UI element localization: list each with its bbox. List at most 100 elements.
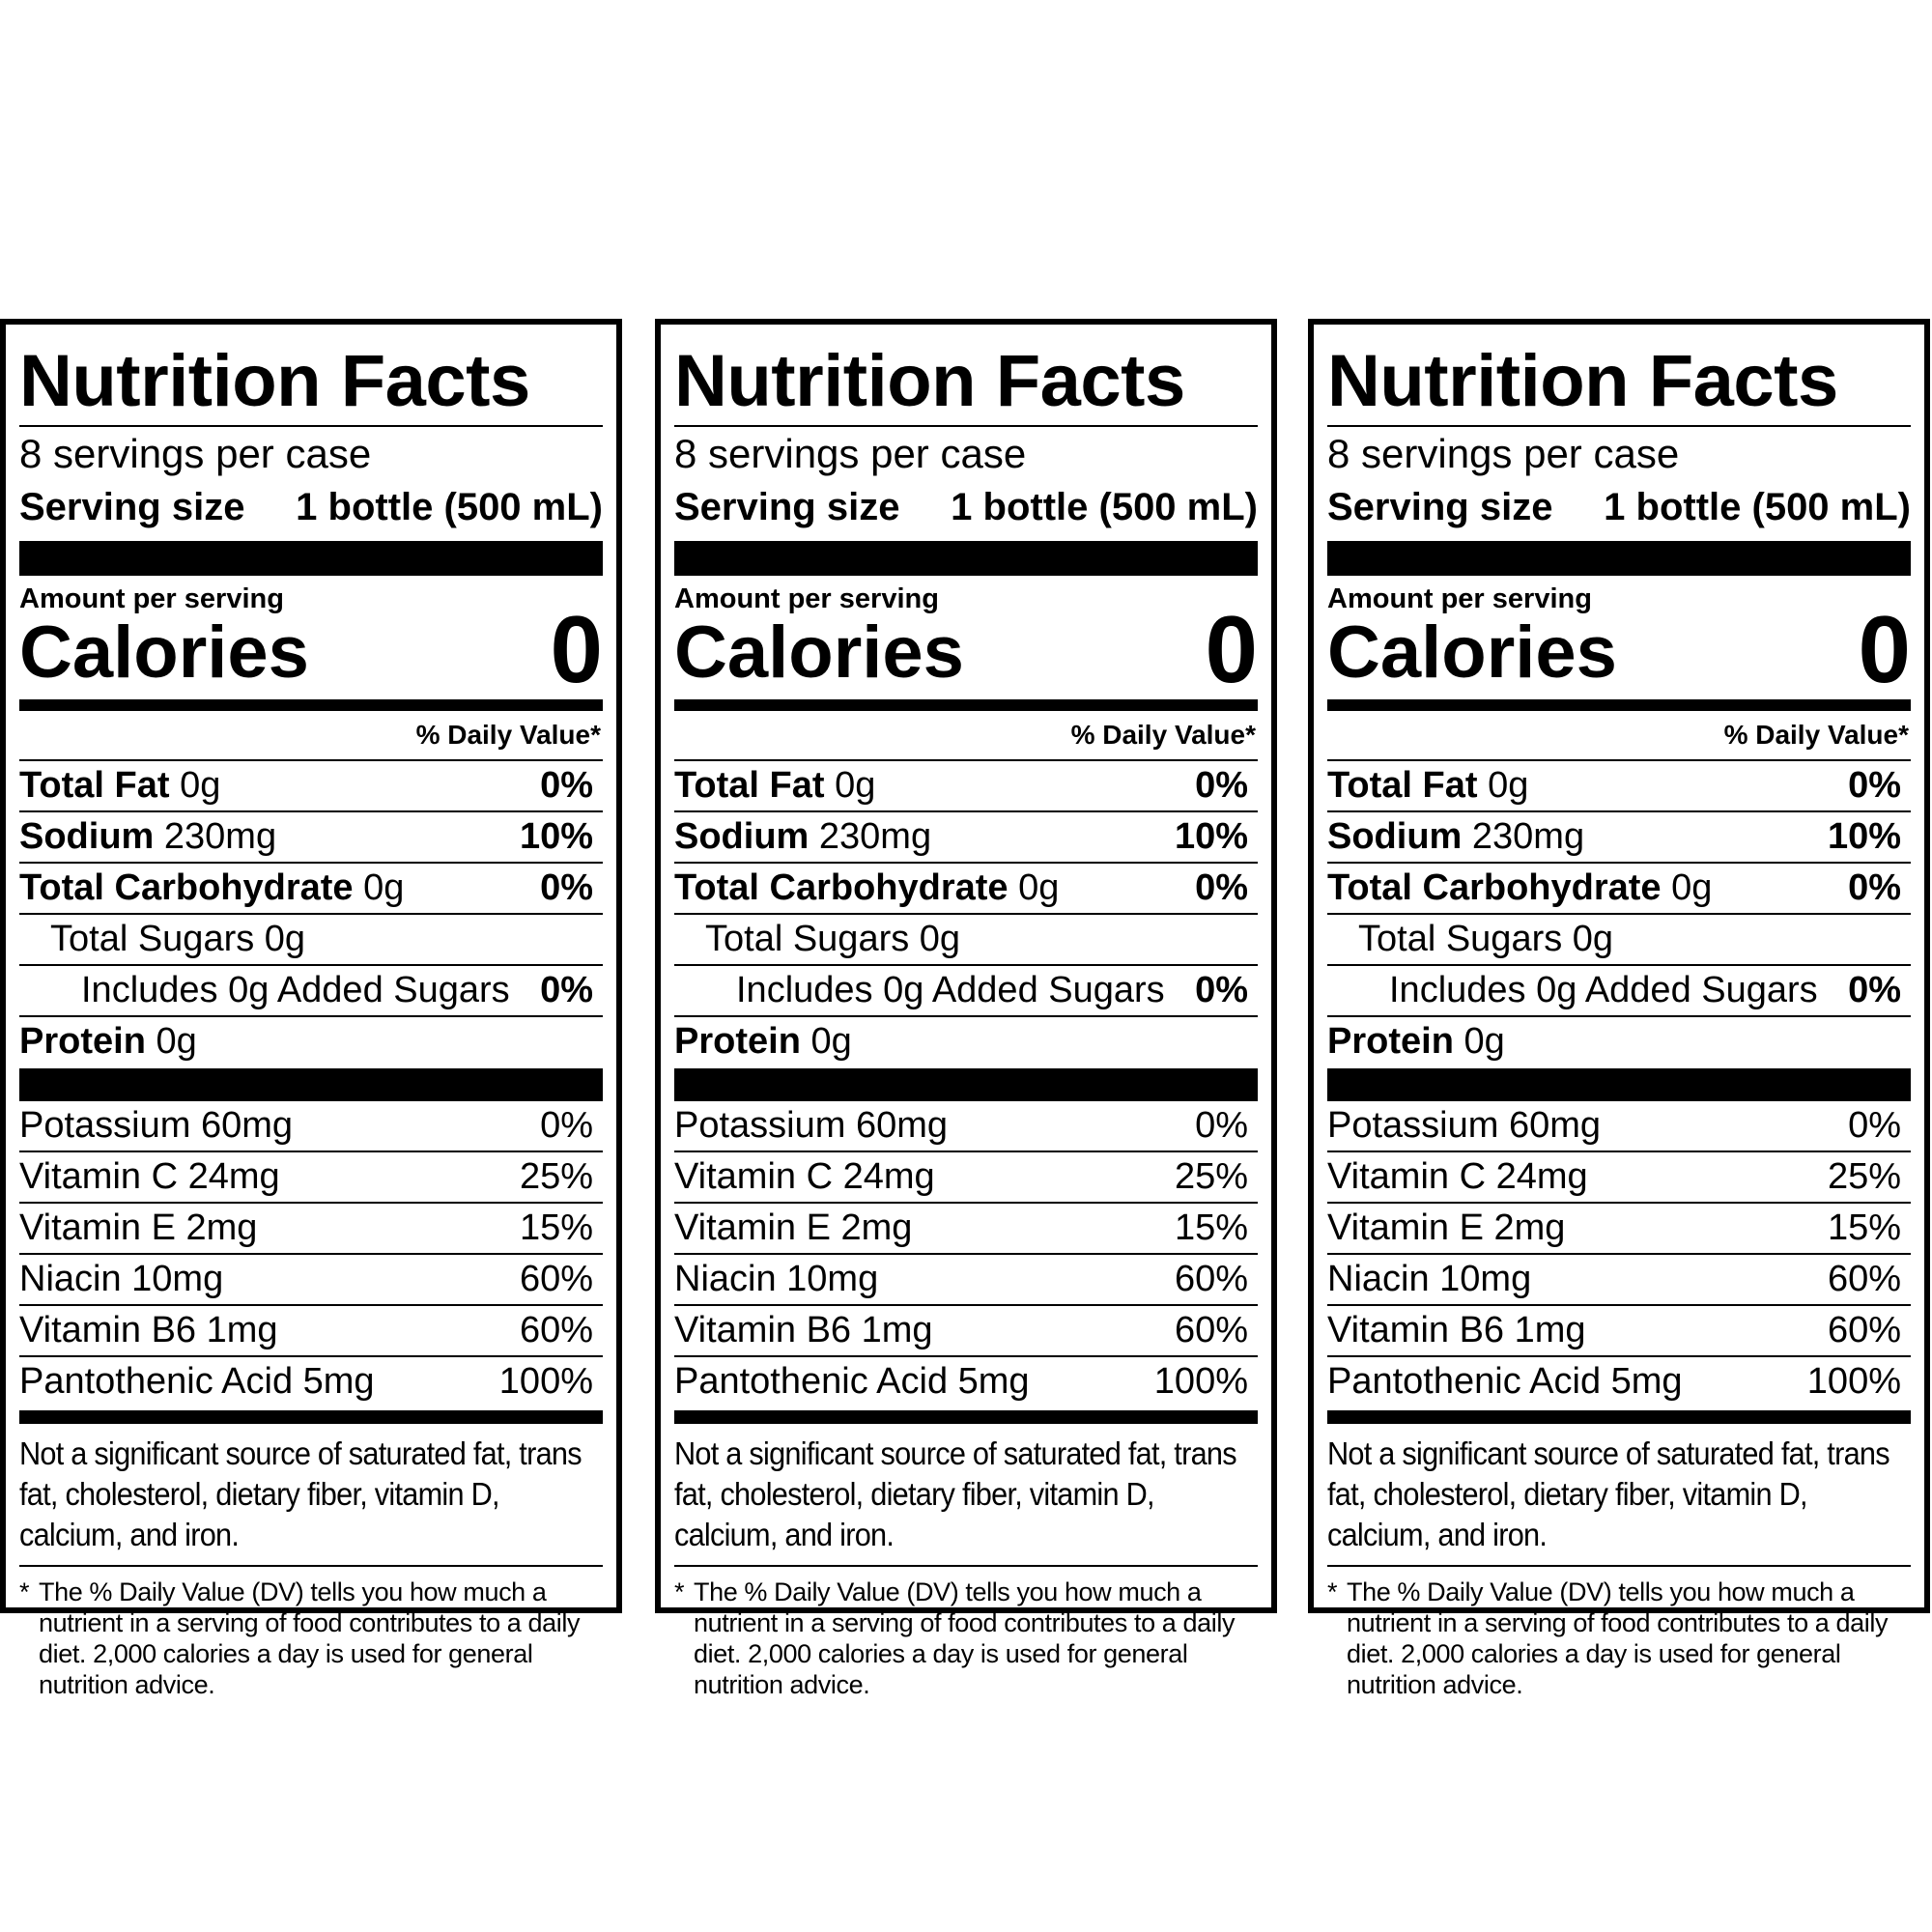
calories-row: Calories 0 <box>1327 602 1911 696</box>
footnote-text: The % Daily Value (DV) tells you how muc… <box>694 1577 1236 1699</box>
vitamin-row: Vitamin B6 1mg 60% <box>19 1304 603 1355</box>
vitamin-label: Vitamin B6 1mg <box>19 1310 278 1350</box>
nutrient-amount: 0g <box>1018 867 1060 908</box>
vitamin-row: Vitamin E 2mg 15% <box>19 1202 603 1253</box>
nutrient-dv: 10% <box>1827 816 1901 857</box>
nutrient-dv: 0% <box>1195 867 1248 908</box>
serving-size-label: Serving size <box>19 486 245 528</box>
calories-value: 0 <box>1205 596 1258 702</box>
nutrient-name: Sodium <box>19 816 155 857</box>
vitamin-row: Potassium 60mg 0% <box>674 1101 1258 1151</box>
daily-value-footnote: * The % Daily Value (DV) tells you how m… <box>19 1577 603 1700</box>
calories-row: Calories 0 <box>674 602 1258 696</box>
calories-label: Calories <box>1327 611 1617 694</box>
vitamin-dv: 60% <box>1827 1310 1901 1350</box>
nutrient-dv: 0% <box>1195 970 1248 1010</box>
vitamin-row: Vitamin C 24mg 25% <box>19 1151 603 1202</box>
vitamin-label: Vitamin C 24mg <box>19 1156 280 1197</box>
serving-size-row: Serving size 1 bottle (500 mL) <box>19 481 603 533</box>
vitamin-row: Vitamin E 2mg 15% <box>674 1202 1258 1253</box>
medium-divider <box>1327 1410 1911 1424</box>
nutrient-amount: 230mg <box>818 816 932 857</box>
servings-per-case: 8 servings per case <box>1327 431 1680 476</box>
calories-row: Calories 0 <box>19 602 603 696</box>
nutrient-dv: 10% <box>1174 816 1248 857</box>
nutrient-amount: 0g <box>180 765 221 806</box>
vitamin-row: Pantothenic Acid 5mg 100% <box>1327 1355 1911 1406</box>
vitamin-row: Niacin 10mg 60% <box>1327 1253 1911 1304</box>
medium-divider <box>19 1410 603 1424</box>
vitamin-label: Niacin 10mg <box>1327 1259 1532 1299</box>
nutrient-row-added-sugars: Includes 0g Added Sugars 0% <box>674 964 1258 1015</box>
thick-divider <box>1327 541 1911 576</box>
vitamin-label: Pantothenic Acid 5mg <box>19 1361 375 1402</box>
thick-divider <box>19 1068 603 1101</box>
vitamin-dv: 0% <box>540 1105 593 1146</box>
thick-divider <box>674 541 1258 576</box>
serving-size-row: Serving size 1 bottle (500 mL) <box>674 481 1258 533</box>
nutrient-row-total-fat: Total Fat 0g 0% <box>674 759 1258 810</box>
nutrient-dv: 10% <box>519 816 593 857</box>
vitamin-dv: 25% <box>519 1156 593 1197</box>
daily-value-footnote: * The % Daily Value (DV) tells you how m… <box>1327 1577 1911 1700</box>
serving-size-value: 1 bottle (500 mL) <box>296 486 603 528</box>
medium-divider <box>674 699 1258 711</box>
amount-per-serving: Amount per serving <box>1327 583 1592 614</box>
footnote-text: The % Daily Value (DV) tells you how muc… <box>39 1577 581 1699</box>
nutrient-dv: 0% <box>540 765 593 806</box>
vitamin-label: Pantothenic Acid 5mg <box>1327 1361 1683 1402</box>
vitamin-label: Potassium 60mg <box>674 1105 949 1146</box>
daily-value-footnote: * The % Daily Value (DV) tells you how m… <box>674 1577 1258 1700</box>
serving-size-value: 1 bottle (500 mL) <box>1604 486 1911 528</box>
nutrient-label: Includes 0g Added Sugars <box>1389 970 1818 1010</box>
vitamin-row: Vitamin C 24mg 25% <box>1327 1151 1911 1202</box>
nutrient-row-total-sugars: Total Sugars 0g <box>19 913 603 964</box>
nutrient-name: Protein <box>19 1021 146 1062</box>
nutrient-dv: 0% <box>1848 970 1901 1010</box>
nutrient-row-total-fat: Total Fat 0g 0% <box>19 759 603 810</box>
nutrient-dv: 0% <box>1195 765 1248 806</box>
medium-divider <box>1327 699 1911 711</box>
vitamin-dv: 0% <box>1848 1105 1901 1146</box>
nutrient-row-sodium: Sodium 230mg 10% <box>674 810 1258 862</box>
nutrient-amount: 0g <box>810 1021 852 1062</box>
vitamin-row: Niacin 10mg 60% <box>19 1253 603 1304</box>
nutrient-label: Includes 0g Added Sugars <box>736 970 1165 1010</box>
vitamin-dv: 25% <box>1174 1156 1248 1197</box>
footnote-text: The % Daily Value (DV) tells you how muc… <box>1347 1577 1889 1699</box>
nutrient-amount: 0g <box>363 867 405 908</box>
nutrient-amount: 0g <box>156 1021 197 1062</box>
calories-label: Calories <box>19 611 309 694</box>
panel-title: Nutrition Facts <box>674 338 1258 427</box>
vitamin-row: Vitamin B6 1mg 60% <box>1327 1304 1911 1355</box>
thin-divider <box>19 1565 603 1567</box>
nutrient-name: Protein <box>1327 1021 1454 1062</box>
nutrient-row-total-sugars: Total Sugars 0g <box>1327 913 1911 964</box>
vitamin-dv: 15% <box>1827 1208 1901 1248</box>
thick-divider <box>674 1068 1258 1101</box>
vitamin-row: Potassium 60mg 0% <box>1327 1101 1911 1151</box>
vitamin-label: Vitamin E 2mg <box>1327 1208 1566 1248</box>
nutrient-row-total-sugars: Total Sugars 0g <box>674 913 1258 964</box>
vitamin-row: Pantothenic Acid 5mg 100% <box>19 1355 603 1406</box>
nutrient-label: Includes 0g Added Sugars <box>81 970 510 1010</box>
vitamin-label: Potassium 60mg <box>1327 1105 1602 1146</box>
vitamin-dv: 100% <box>1806 1361 1901 1402</box>
vitamin-label: Vitamin C 24mg <box>674 1156 935 1197</box>
footnote-star: * <box>19 1577 30 1606</box>
nutrient-row-sodium: Sodium 230mg 10% <box>1327 810 1911 862</box>
nutrient-name: Sodium <box>674 816 810 857</box>
vitamin-label: Vitamin E 2mg <box>19 1208 258 1248</box>
panel-title: Nutrition Facts <box>1327 338 1911 427</box>
vitamin-dv: 15% <box>1174 1208 1248 1248</box>
nutrient-name: Total Fat <box>1327 765 1478 806</box>
vitamin-label: Vitamin B6 1mg <box>1327 1310 1586 1350</box>
nutrient-amount: 0g <box>835 765 876 806</box>
medium-divider <box>19 699 603 711</box>
vitamin-dv: 25% <box>1827 1156 1901 1197</box>
nutrient-row-total-carbohydrate: Total Carbohydrate 0g 0% <box>674 862 1258 913</box>
nutrient-name: Total Carbohydrate <box>1327 867 1662 908</box>
vitamin-row: Vitamin B6 1mg 60% <box>674 1304 1258 1355</box>
nutrient-row-protein: Protein 0g <box>674 1015 1258 1066</box>
panel-title: Nutrition Facts <box>19 338 603 427</box>
